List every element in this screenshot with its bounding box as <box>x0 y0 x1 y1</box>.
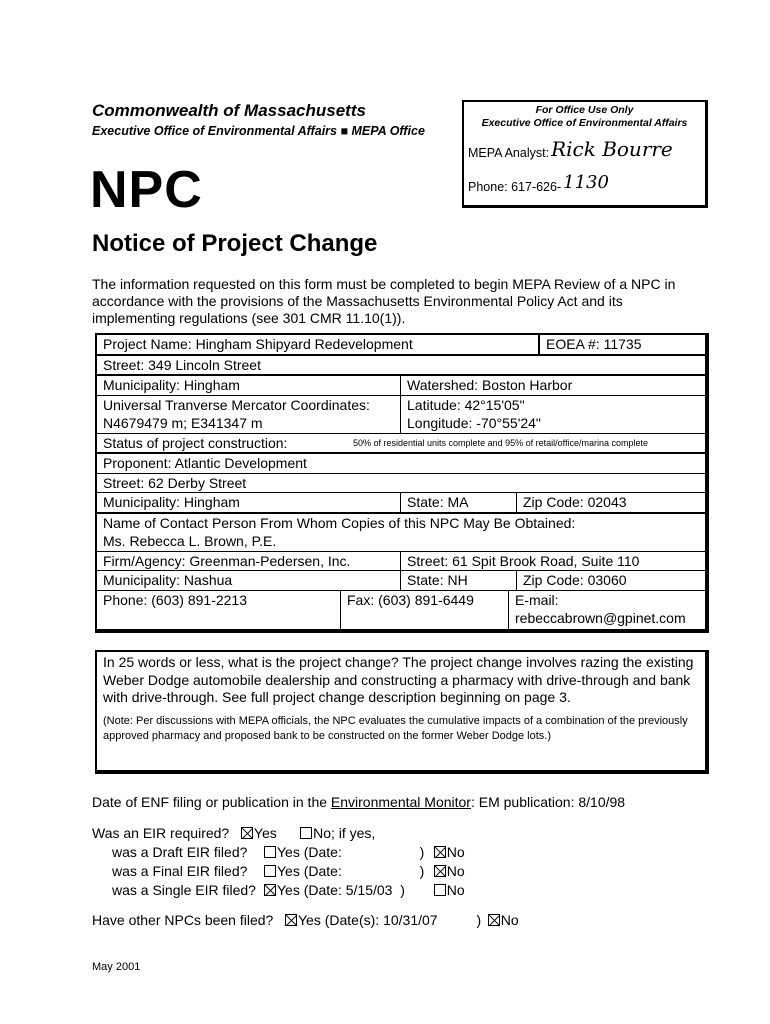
final-eir-no-checkbox[interactable] <box>433 865 446 877</box>
phone-ext: 1130 <box>563 172 609 193</box>
npcs-no-label: No <box>500 912 519 928</box>
intro-text: The information requested on this form m… <box>92 276 676 326</box>
office-text: Executive Office of Environmental Affair… <box>92 124 337 138</box>
eoea-number: EOEA #: 11735 <box>546 336 642 352</box>
page-title: Notice of Project Change <box>92 230 378 257</box>
draft-eir-label: was a Draft EIR filed? <box>112 844 248 860</box>
draft-eir-line: was a Draft EIR filed? Yes (Date: ) No <box>112 844 465 861</box>
org-name: Commonwealth of Massachusetts <box>92 101 366 120</box>
utm-label: Universal Tranverse Mercator Coordinates… <box>103 396 370 413</box>
analyst-label: MEPA Analyst: <box>468 146 550 160</box>
eir-yes-checkbox[interactable] <box>240 827 253 839</box>
enf-prefix: Date of ENF filing or publication in the <box>92 794 331 810</box>
project-change-note: (Note: Per discussions with MEPA officia… <box>103 714 688 742</box>
status-label: Status of project construction: <box>103 434 288 451</box>
project-change-description: In 25 words or less, what is the project… <box>103 654 694 705</box>
mepa-text: MEPA Office <box>351 124 425 138</box>
contact-phone: Phone: (603) 891-2213 <box>103 591 247 608</box>
project-name: Project Name: Hingham Shipyard Redevelop… <box>97 335 540 354</box>
npcs-question: Have other NPCs been filed? <box>92 912 274 928</box>
proponent-zip: Zip Code: 02043 <box>516 493 633 512</box>
other-npcs-line: Have other NPCs been filed? Yes (Date(s)… <box>92 912 519 929</box>
eir-no-label: No; if yes, <box>313 825 376 841</box>
contact-fax: Fax: (603) 891-6449 <box>340 590 508 629</box>
contact-state: State: NH <box>400 571 516 590</box>
proponent-name: Proponent: Atlantic Development <box>103 455 307 471</box>
form-code: NPC <box>90 161 203 219</box>
draft-eir-yes-label: Yes <box>277 844 300 860</box>
npcs-yes-label: Yes <box>298 912 321 928</box>
project-change-box: In 25 words or less, what is the project… <box>95 650 709 774</box>
office-use-subtitle: Executive Office of Environmental Affair… <box>481 117 688 129</box>
footer-date: May 2001 <box>92 961 141 973</box>
longitude: Longitude: -70°55'24" <box>407 415 541 431</box>
contact-label: Name of Contact Person From Whom Copies … <box>103 514 576 531</box>
npcs-yes-checkbox[interactable] <box>285 914 297 926</box>
final-eir-yes-checkbox[interactable] <box>264 865 276 877</box>
final-eir-no-label: No <box>446 863 465 879</box>
final-eir-yes-label: Yes <box>277 863 300 879</box>
contact-email[interactable]: rebeccabrown@gpinet.com <box>515 610 686 626</box>
email-label: E-mail: <box>515 591 559 608</box>
final-eir-date: (Date: ) <box>303 863 425 879</box>
draft-eir-no-checkbox[interactable] <box>433 846 446 858</box>
contact-zip: Zip Code: 03060 <box>516 571 633 590</box>
project-municipality: Municipality: Hingham <box>103 377 240 393</box>
environmental-monitor-text: Environmental Monitor <box>330 794 471 810</box>
project-street: Street: 349 Lincoln Street <box>103 356 261 373</box>
single-eir-no-label: No <box>446 882 465 898</box>
utm-value: N4679479 m; E341347 m <box>103 415 263 431</box>
office-name: Executive Office of Environmental Affair… <box>92 124 425 138</box>
office-use-title: For Office Use Only <box>535 104 634 116</box>
single-eir-no-checkbox[interactable] <box>433 884 446 896</box>
single-eir-yes-label: Yes <box>277 882 300 898</box>
npcs-date: (Date(s): 10/31/07 ) <box>324 912 482 928</box>
bullet-icon: ■ <box>340 124 349 138</box>
final-eir-label: was a Final EIR filed? <box>112 863 248 879</box>
project-info-table: Project Name: Hingham Shipyard Redevelop… <box>95 333 709 633</box>
eir-no-checkbox[interactable] <box>300 827 313 839</box>
contact-street: Street: 61 Spit Brook Road, Suite 110 <box>400 551 645 570</box>
proponent-municipality: Municipality: Hingham <box>103 494 240 510</box>
single-eir-label: was a Single EIR filed? <box>112 882 256 898</box>
latitude: Latitude: 42°15'05" <box>407 396 525 413</box>
office-use-box: For Office Use Only Executive Office of … <box>462 100 708 208</box>
draft-eir-yes-checkbox[interactable] <box>264 846 276 858</box>
npcs-no-checkbox[interactable] <box>487 914 500 926</box>
contact-firm: Firm/Agency: Greenman-Pedersen, Inc. <box>103 552 351 569</box>
eir-yes-label: Yes <box>253 825 277 841</box>
status-value: 50% of residential units complete and 95… <box>353 437 648 448</box>
enf-line: Date of ENF filing or publication in the… <box>92 794 625 811</box>
draft-eir-no-label: No <box>446 844 465 860</box>
single-eir-date: (Date: 5/15/03 ) <box>303 882 405 898</box>
single-eir-yes-checkbox[interactable] <box>264 884 276 896</box>
proponent-street: Street: 62 Derby Street <box>103 474 247 491</box>
eir-question: Was an EIR required? <box>92 825 230 841</box>
enf-suffix: : EM publication: 8/10/98 <box>470 794 626 810</box>
watershed: Watershed: Boston Harbor <box>400 376 578 395</box>
analyst-name: Rick Bourre <box>551 137 673 161</box>
eir-required-line: Was an EIR required? Yes No; if yes, <box>92 825 375 842</box>
contact-municipality: Municipality: Nashua <box>103 572 233 588</box>
proponent-state: State: MA <box>400 493 516 512</box>
single-eir-line: was a Single EIR filed? Yes (Date: 5/15/0… <box>112 882 465 899</box>
phone-label: Phone: 617-626- <box>468 180 562 194</box>
final-eir-line: was a Final EIR filed? Yes (Date: ) No <box>112 863 465 880</box>
draft-eir-date: (Date: ) <box>303 844 425 860</box>
contact-name: Ms. Rebecca L. Brown, P.E. <box>103 533 277 549</box>
